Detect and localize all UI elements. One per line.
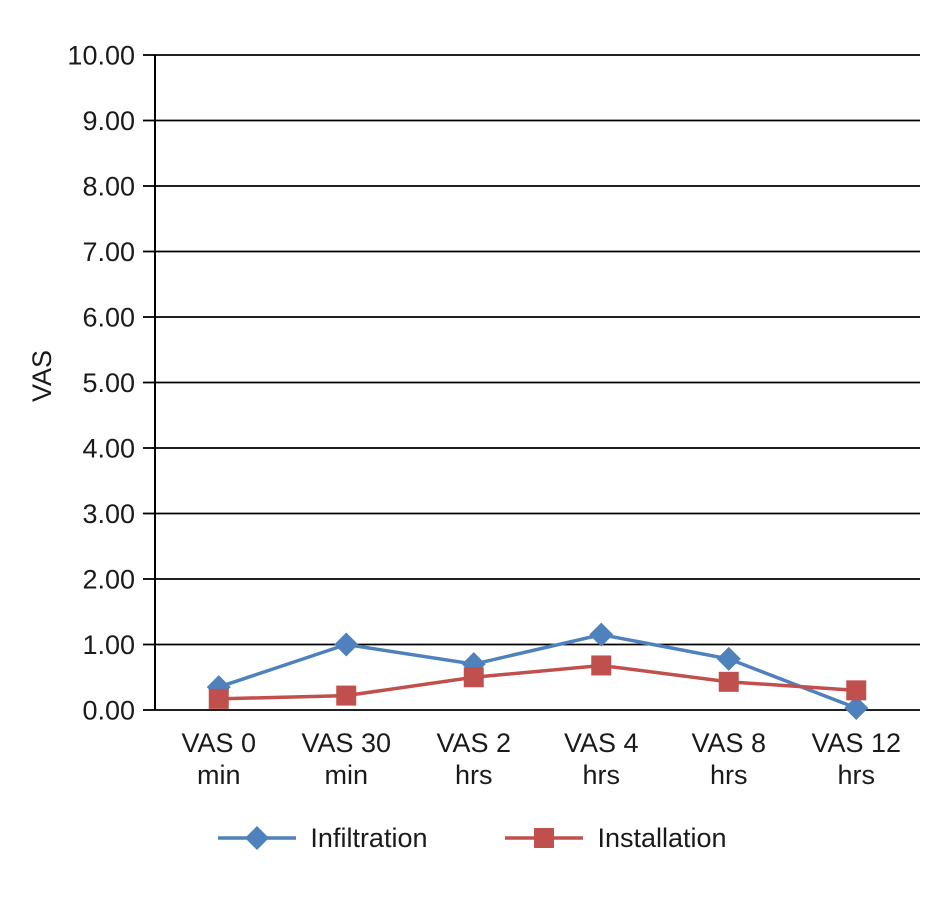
- installation-legend-marker-icon: [505, 828, 584, 848]
- installation-line: [218, 663, 857, 701]
- y-tick-label: 0.00: [82, 695, 135, 725]
- y-tick-label: 3.00: [82, 499, 135, 529]
- y-tick-label: 7.00: [82, 237, 135, 267]
- infiltration-point: [716, 646, 741, 671]
- y-tick-label: 1.00: [82, 630, 135, 660]
- infiltration-line: [218, 632, 857, 710]
- legend-item-infiltration: Infiltration: [218, 823, 427, 854]
- infiltration-legend-marker-icon: [218, 826, 297, 850]
- infiltration-point: [334, 632, 359, 657]
- vas-line-chart: 0.00 1.00 2.00 3.00 4.00 5.00 6.00 7.00 8.00 9.00…: [67, 40, 920, 790]
- installation-point: [718, 671, 739, 692]
- x-category-label: VAS 4 hrs: [564, 728, 639, 790]
- infiltration-point: [589, 622, 614, 647]
- infiltration-point: [844, 696, 869, 721]
- y-axis-title: VAS: [27, 349, 57, 403]
- installation-point: [208, 688, 229, 709]
- chart-legend: Infiltration Installation: [0, 812, 945, 864]
- y-tick-label: 9.00: [82, 106, 135, 136]
- legend-label-installation: Installation: [597, 822, 727, 853]
- x-category-label: VAS 2 hrs: [436, 728, 511, 790]
- x-category-label: VAS 12 hrs: [811, 728, 901, 790]
- installation-point: [591, 655, 612, 676]
- x-category-label: VAS 30 min: [301, 728, 391, 790]
- installation-point: [846, 680, 867, 701]
- x-category-label: VAS 0 min: [181, 728, 256, 790]
- installation-point: [336, 685, 357, 706]
- x-category-label: VAS 8 hrs: [691, 728, 766, 790]
- y-tick-label: 8.00: [82, 171, 135, 201]
- y-tick-label: 10.00: [67, 40, 135, 70]
- y-tick-label: 4.00: [82, 433, 135, 463]
- legend-item-installation: Installation: [505, 822, 727, 854]
- legend-label-infiltration: Infiltration: [310, 822, 428, 853]
- y-tick-label: 2.00: [82, 564, 135, 594]
- y-tick-label: 6.00: [82, 302, 135, 332]
- y-tick-label: 5.00: [82, 368, 135, 398]
- installation-point: [463, 667, 484, 688]
